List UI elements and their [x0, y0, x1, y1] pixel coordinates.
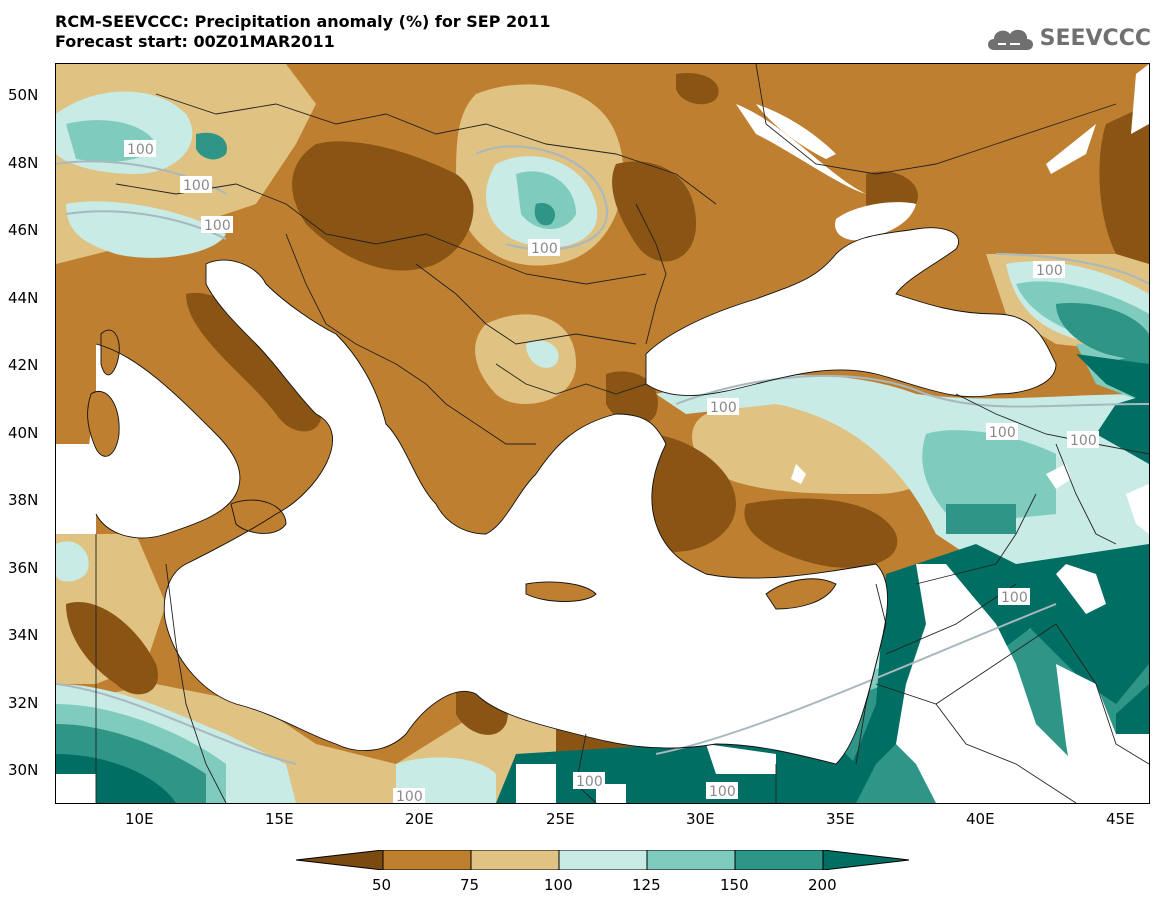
colorbar-label: 150 [720, 876, 749, 894]
lat-label: 30N [8, 761, 39, 779]
contour-label: 100 [998, 588, 1030, 606]
colorbar-swatches [295, 849, 910, 871]
lat-label: 32N [8, 694, 39, 712]
lon-label: 45E [1106, 810, 1135, 828]
lat-label: 44N [8, 289, 39, 307]
country-borders [95, 64, 1149, 803]
lat-label: 38N [8, 491, 39, 509]
colorbar-swatch [470, 849, 560, 871]
contour-label: 100 [393, 788, 425, 803]
coastlines [87, 227, 1057, 765]
contour-label: 100 [180, 176, 212, 194]
colorbar-label: 125 [632, 876, 661, 894]
contour-label: 100 [986, 423, 1018, 441]
cloud-logo-icon [987, 29, 1033, 50]
lon-label: 35E [826, 810, 855, 828]
svg-text:100: 100 [1070, 433, 1097, 449]
lon-label: 10E [125, 810, 154, 828]
title-block: RCM-SEEVCCC: Precipitation anomaly (%) f… [55, 12, 551, 52]
anomaly-map: 100 100 100 100 100 100 100 100 100 100 … [56, 64, 1149, 803]
contour-label: 100 [573, 772, 605, 790]
colorbar-swatch [382, 849, 472, 871]
contour-label: 100 [1033, 261, 1065, 279]
colorbar-swatch [558, 849, 648, 871]
lon-label: 15E [265, 810, 294, 828]
svg-text:100: 100 [183, 178, 210, 194]
svg-text:100: 100 [204, 218, 231, 234]
svg-text:100: 100 [1001, 590, 1028, 606]
contour-lines-100 [56, 145, 1149, 765]
lat-label: 36N [8, 559, 39, 577]
lat-label: 50N [8, 86, 39, 104]
map-panel: 100 100 100 100 100 100 100 100 100 100 … [55, 63, 1150, 804]
seevccc-logo: SEEVCCC [984, 22, 1151, 54]
lat-label: 46N [8, 221, 39, 239]
lon-label: 25E [546, 810, 575, 828]
svg-text:100: 100 [710, 400, 737, 416]
colorbar-label: 75 [460, 876, 480, 894]
contour-label: 100 [1067, 431, 1099, 449]
colorbar-swatch [295, 849, 384, 871]
lon-label: 20E [405, 810, 434, 828]
colorbar [295, 849, 910, 871]
contour-label: 100 [124, 140, 156, 158]
lon-label: 40E [966, 810, 995, 828]
colorbar-swatch [646, 849, 736, 871]
map-title: RCM-SEEVCCC: Precipitation anomaly (%) f… [55, 12, 551, 31]
contour-label: 100 [201, 216, 233, 234]
colorbar-swatch [822, 849, 910, 871]
colorbar-label: 100 [544, 876, 573, 894]
svg-text:100: 100 [531, 241, 558, 257]
sea-areas [56, 64, 1149, 803]
contour-label: 100 [707, 398, 739, 416]
svg-text:100: 100 [396, 789, 423, 803]
lat-label: 34N [8, 626, 39, 644]
svg-text:100: 100 [127, 142, 154, 158]
contour-labels: 100 100 100 100 100 100 100 100 100 100 … [124, 140, 1099, 803]
contour-label: 100 [528, 239, 560, 257]
lat-label: 48N [8, 154, 39, 172]
lon-label: 30E [686, 810, 715, 828]
logo-text: SEEVCCC [1039, 25, 1151, 51]
lat-label: 42N [8, 356, 39, 374]
svg-text:100: 100 [1036, 263, 1063, 279]
colorbar-swatch [734, 849, 824, 871]
contour-label: 100 [706, 782, 738, 800]
forecast-start: Forecast start: 00Z01MAR2011 [55, 32, 335, 51]
colorbar-label: 50 [372, 876, 392, 894]
svg-text:100: 100 [989, 425, 1016, 441]
svg-text:100: 100 [709, 784, 736, 800]
svg-text:100: 100 [576, 774, 603, 790]
colorbar-label: 200 [808, 876, 837, 894]
lat-label: 40N [8, 424, 39, 442]
